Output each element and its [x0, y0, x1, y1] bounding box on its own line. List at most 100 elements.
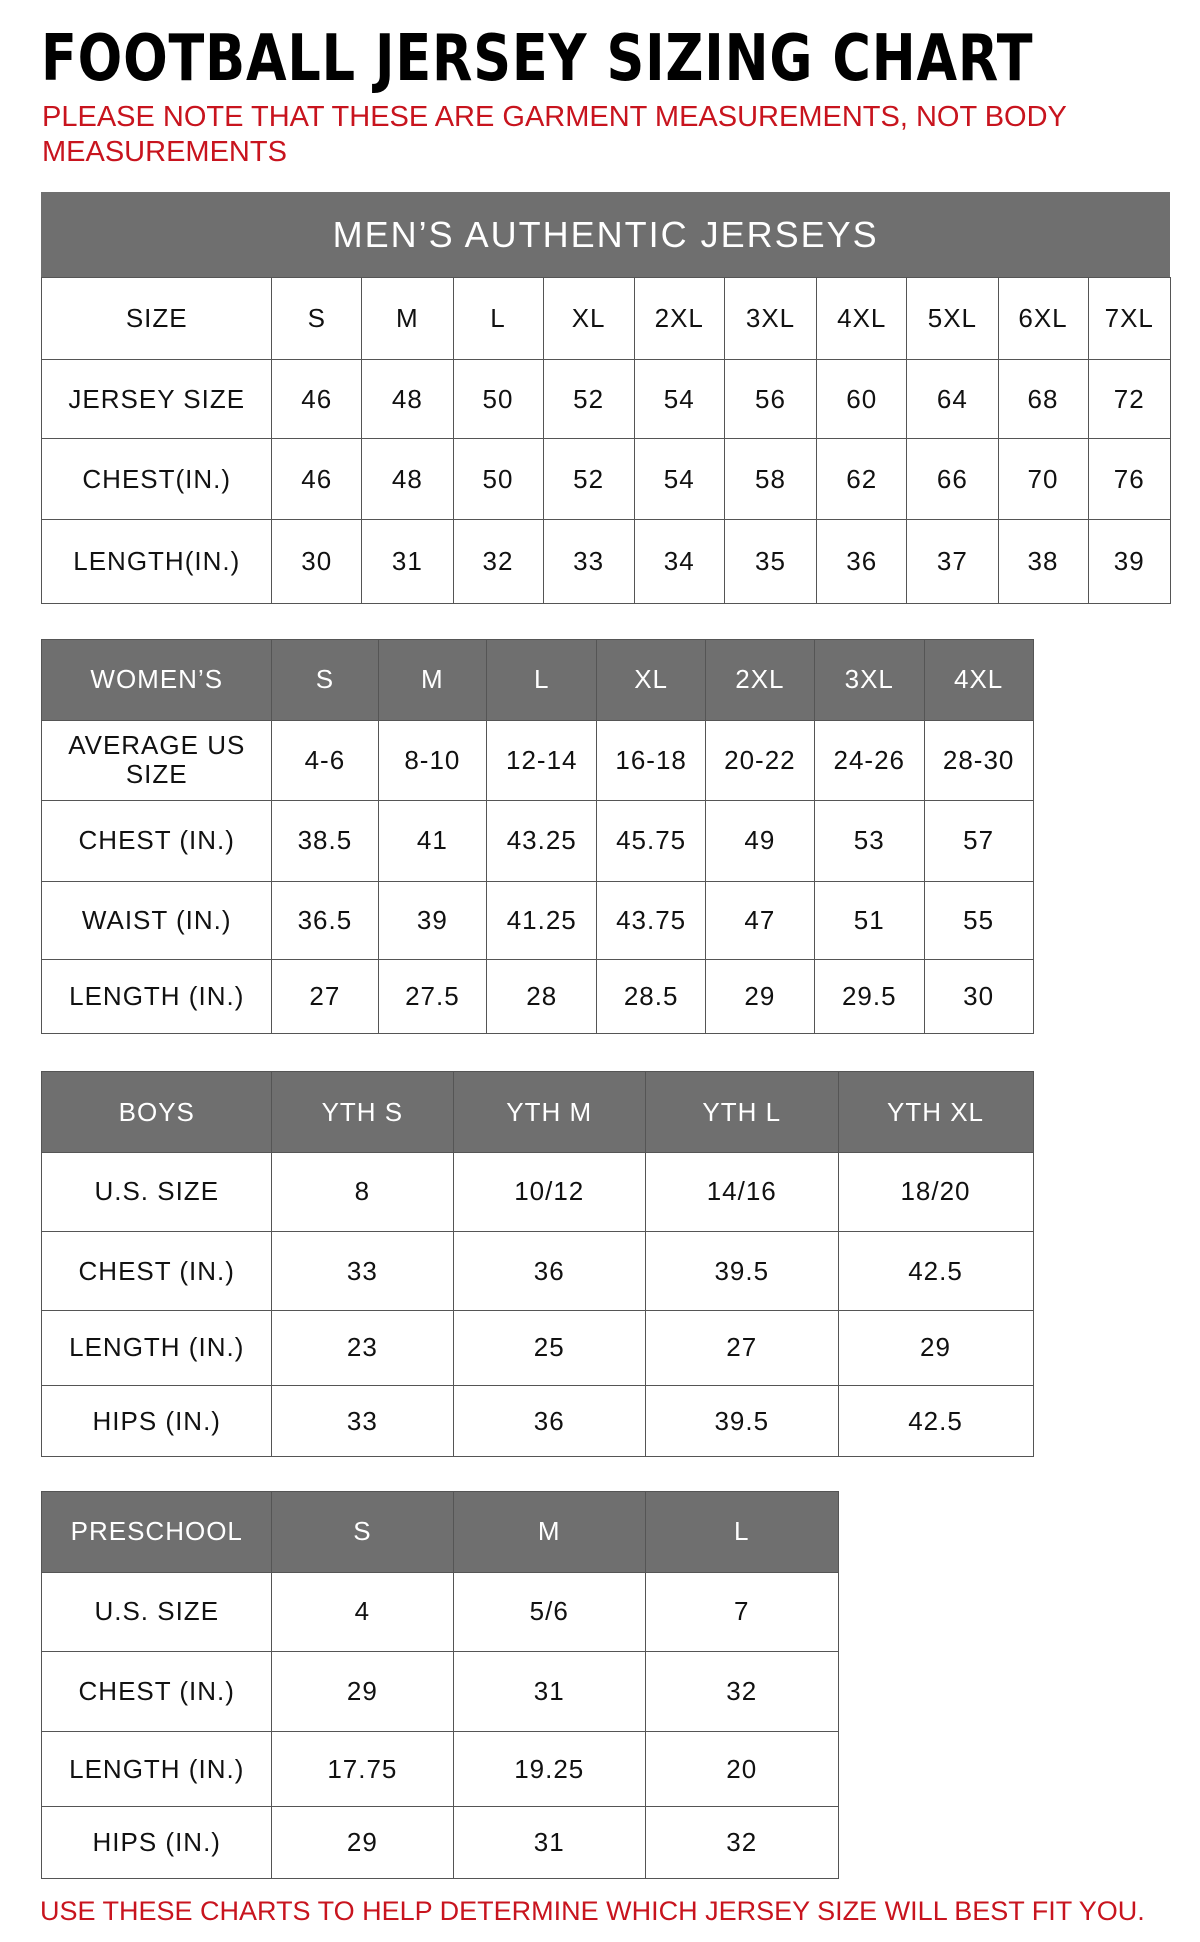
table-cell: 53 [813, 800, 925, 882]
table-cell: 39.5 [645, 1384, 839, 1458]
table-cell: 29 [271, 1650, 454, 1733]
table-cell: 62 [816, 438, 908, 520]
table-cell: 48 [361, 359, 454, 440]
table-cell: 42.5 [837, 1231, 1034, 1312]
table-cell: 49 [705, 800, 815, 882]
table-cell: 4 [271, 1571, 454, 1652]
table-cell: 37 [906, 518, 999, 605]
table-cell: 36 [452, 1384, 646, 1458]
row-label: CHEST (IN.) [41, 1231, 273, 1312]
table-cell: 55 [923, 880, 1034, 960]
table-cell: 7XL [1087, 277, 1171, 361]
note: PLEASE NOTE THAT THESE ARE GARMENT MEASU… [42, 101, 1067, 168]
table-cell: M [361, 277, 454, 361]
table-cell: 46 [271, 438, 363, 520]
table-cell: 29.5 [813, 958, 925, 1034]
row-label: SIZE [41, 277, 273, 361]
table-cell: 58 [723, 438, 818, 520]
table-cell: 6XL [997, 277, 1089, 361]
table-cell: 51 [813, 880, 925, 960]
table-cell: 12-14 [486, 719, 598, 802]
table-cell: 31 [452, 1650, 646, 1733]
table-cell: 30 [271, 518, 363, 605]
table-cell: 32 [452, 518, 544, 605]
table-cell: 5/6 [452, 1571, 646, 1652]
table-cell: 52 [542, 438, 635, 520]
table-cell: 28-30 [923, 719, 1034, 802]
table-cell: 66 [906, 438, 999, 520]
column-header: YTH M [452, 1071, 646, 1153]
table-cell: 32 [645, 1650, 839, 1733]
table-cell: 41 [377, 800, 488, 882]
column-header: M [377, 639, 488, 721]
table-cell: 10/12 [452, 1151, 646, 1233]
row-label: PRESCHOOL [41, 1491, 273, 1573]
table-cell: 46 [271, 359, 363, 440]
table-cell: 38 [997, 518, 1089, 605]
column-header: S [271, 1491, 454, 1573]
column-header: 3XL [813, 639, 925, 721]
row-label: HIPS (IN.) [41, 1805, 273, 1879]
table-cell: 60 [816, 359, 908, 440]
table-cell: 20-22 [705, 719, 815, 802]
table-cell: L [452, 277, 544, 361]
table-cell: 64 [906, 359, 999, 440]
table-cell: 54 [633, 438, 725, 520]
table-cell: 47 [705, 880, 815, 960]
table-cell: 38.5 [271, 800, 379, 882]
table-cell: 4-6 [271, 719, 379, 802]
table-cell: 27.5 [377, 958, 488, 1034]
table-cell: 25 [452, 1310, 646, 1386]
table-cell: 32 [645, 1805, 839, 1879]
table-cell: 31 [361, 518, 454, 605]
column-header: YTH L [645, 1071, 839, 1153]
table-cell: 34 [633, 518, 725, 605]
table-cell: 43.75 [596, 880, 706, 960]
row-label: LENGTH (IN.) [41, 1310, 273, 1386]
table-cell: 41.25 [486, 880, 598, 960]
row-label: U.S. SIZE [41, 1571, 273, 1652]
row-label: BOYS [41, 1071, 273, 1153]
table-cell: 27 [645, 1310, 839, 1386]
table-cell: 39 [377, 880, 488, 960]
column-header: YTH S [271, 1071, 454, 1153]
row-label: LENGTH (IN.) [41, 958, 273, 1034]
table-cell: 24-26 [813, 719, 925, 802]
column-header: M [452, 1491, 646, 1573]
table-cell: 17.75 [271, 1731, 454, 1807]
table-cell: 48 [361, 438, 454, 520]
table-cell: 7 [645, 1571, 839, 1652]
title: FOOTBALL JERSEY SIZING CHART [41, 22, 1034, 96]
table-cell: 8 [271, 1151, 454, 1233]
table-cell: 3XL [723, 277, 818, 361]
table-cell: 30 [923, 958, 1034, 1034]
row-label: AVERAGE US SIZE [41, 719, 273, 802]
table-cell: 16-18 [596, 719, 706, 802]
table-cell: 54 [633, 359, 725, 440]
row-label: WAIST (IN.) [41, 880, 273, 960]
table-cell: 33 [271, 1231, 454, 1312]
table-cell: 76 [1087, 438, 1171, 520]
row-label: LENGTH (IN.) [41, 1731, 273, 1807]
column-header: XL [596, 639, 706, 721]
table-cell: 52 [542, 359, 635, 440]
table-cell: 72 [1087, 359, 1171, 440]
table-cell: 8-10 [377, 719, 488, 802]
table-cell: 36.5 [271, 880, 379, 960]
table-cell: 68 [997, 359, 1089, 440]
table-cell: 42.5 [837, 1384, 1034, 1458]
table-cell: 57 [923, 800, 1034, 882]
column-header: L [486, 639, 598, 721]
table-cell: 4XL [816, 277, 908, 361]
table-cell: 35 [723, 518, 818, 605]
row-label: WOMEN’S [41, 639, 273, 721]
column-header: L [645, 1491, 839, 1573]
table-cell: 31 [452, 1805, 646, 1879]
table-cell: 50 [452, 359, 544, 440]
table-cell: 70 [997, 438, 1089, 520]
table-cell: 39 [1087, 518, 1171, 605]
table-cell: 27 [271, 958, 379, 1034]
table-cell: 29 [837, 1310, 1034, 1386]
table-cell: S [271, 277, 363, 361]
